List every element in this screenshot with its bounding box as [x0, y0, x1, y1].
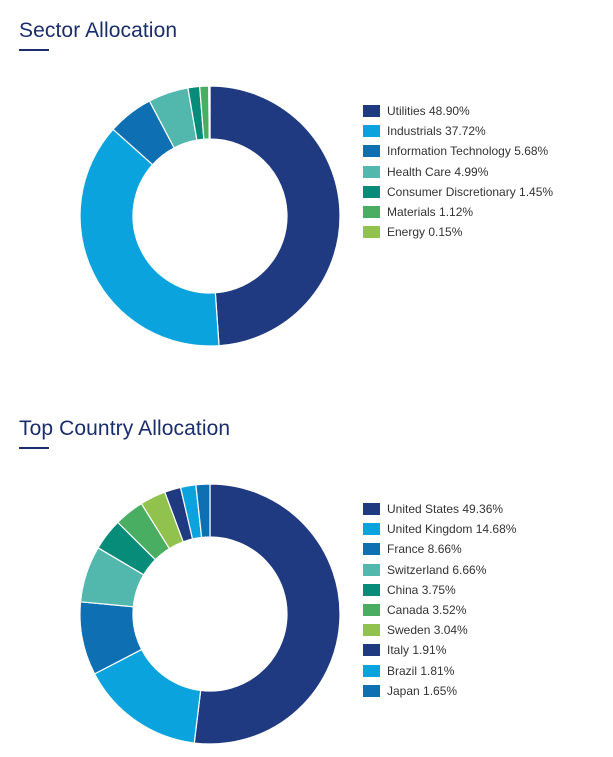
country-allocation-section: Top Country Allocation United States 49.… — [0, 398, 613, 757]
legend-label: Information Technology 5.68% — [387, 144, 549, 159]
legend-label: United Kingdom 14.68% — [387, 522, 517, 537]
legend-label: United States 49.36% — [387, 502, 504, 517]
legend-swatch — [363, 185, 380, 198]
country-legend-item-italy: Italy 1.91% — [363, 640, 516, 660]
legend-swatch — [363, 105, 380, 118]
legend-label: Health Care 4.99% — [387, 164, 489, 179]
legend-swatch — [363, 543, 380, 556]
legend-label: France 8.66% — [387, 542, 462, 557]
legend-label: Italy 1.91% — [387, 643, 447, 658]
legend-label: Industrials 37.72% — [387, 124, 486, 139]
country-legend: United States 49.36% United Kingdom 14.68… — [363, 499, 516, 701]
legend-swatch — [363, 523, 380, 536]
sector-allocation-section: Sector Allocation Utilities 48.90% Indust… — [0, 0, 613, 370]
legend-swatch — [363, 684, 380, 697]
sector-legend-item-consumer-discretionary: Consumer Discretionary 1.45% — [363, 182, 553, 202]
legend-label: Japan 1.65% — [387, 683, 458, 698]
country-legend-item-china: China 3.75% — [363, 580, 516, 600]
sector-legend-item-utilities: Utilities 48.90% — [363, 101, 553, 121]
country-title-underline — [19, 447, 49, 449]
sector-legend-item-materials: Materials 1.12% — [363, 202, 553, 222]
legend-label: Switzerland 6.66% — [387, 562, 487, 577]
sector-allocation-title: Sector Allocation — [19, 19, 178, 42]
legend-swatch — [363, 563, 380, 576]
legend-label: Brazil 1.81% — [387, 663, 455, 678]
country-legend-item-canada: Canada 3.52% — [363, 600, 516, 620]
legend-swatch — [363, 145, 380, 158]
country-legend-item-france: France 8.66% — [363, 539, 516, 559]
country-legend-item-switzerland: Switzerland 6.66% — [363, 560, 516, 580]
legend-swatch — [363, 165, 380, 178]
legend-label: Materials 1.12% — [387, 205, 474, 220]
sector-title-underline — [19, 49, 49, 51]
legend-swatch — [363, 125, 380, 138]
legend-label: China 3.75% — [387, 582, 456, 597]
country-donut-chart — [79, 483, 341, 745]
sector-legend-item-energy: Energy 0.15% — [363, 222, 553, 242]
country-slice-japan — [195, 483, 211, 539]
legend-swatch — [363, 503, 380, 516]
sector-slice-utilities — [209, 85, 341, 347]
country-legend-item-united-states: United States 49.36% — [363, 499, 516, 519]
country-legend-item-sweden: Sweden 3.04% — [363, 620, 516, 640]
legend-swatch — [363, 583, 380, 596]
sector-donut-chart — [79, 85, 341, 347]
country-slice-united-states — [193, 483, 341, 745]
country-legend-item-united-kingdom: United Kingdom 14.68% — [363, 519, 516, 539]
legend-label: Canada 3.52% — [387, 603, 467, 618]
country-legend-item-brazil: Brazil 1.81% — [363, 661, 516, 681]
sector-slice-industrials — [79, 128, 220, 347]
legend-label: Sweden 3.04% — [387, 623, 468, 638]
country-allocation-title: Top Country Allocation — [19, 417, 231, 440]
legend-swatch — [363, 604, 380, 617]
legend-swatch — [363, 644, 380, 657]
sector-legend-item-health-care: Health Care 4.99% — [363, 162, 553, 182]
legend-swatch — [363, 226, 380, 239]
legend-swatch — [363, 624, 380, 637]
legend-swatch — [363, 206, 380, 219]
sector-legend-item-industrials: Industrials 37.72% — [363, 121, 553, 141]
legend-swatch — [363, 664, 380, 677]
country-legend-item-japan: Japan 1.65% — [363, 681, 516, 701]
sector-slice-energy — [208, 85, 211, 140]
sector-legend-item-information-technology: Information Technology 5.68% — [363, 141, 553, 161]
legend-label: Utilities 48.90% — [387, 104, 470, 119]
legend-label: Energy 0.15% — [387, 225, 463, 240]
legend-label: Consumer Discretionary 1.45% — [387, 184, 554, 199]
sector-legend: Utilities 48.90% Industrials 37.72% Inform… — [363, 101, 553, 242]
